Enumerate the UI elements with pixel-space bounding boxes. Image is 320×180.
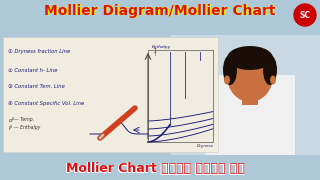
Text: Mollier Chart इतना आसान है: Mollier Chart इतना आसान है xyxy=(65,162,244,175)
Text: Mollier Diagram/Mollier Chart: Mollier Diagram/Mollier Chart xyxy=(44,3,275,17)
FancyBboxPatch shape xyxy=(242,85,258,105)
Text: Mollier Chart इतना आसान है: Mollier Chart इतना आसान है xyxy=(65,163,244,176)
FancyBboxPatch shape xyxy=(205,75,295,155)
Ellipse shape xyxy=(227,50,273,102)
Text: ① Dryness fraction Line: ① Dryness fraction Line xyxy=(8,50,70,55)
Text: Mollier Chart इतना आसान है: Mollier Chart इतना आसान है xyxy=(66,163,245,176)
Text: ↑: ↑ xyxy=(153,48,157,53)
Text: Mollier Diagram/Mollier Chart: Mollier Diagram/Mollier Chart xyxy=(44,4,275,19)
Text: Enthalpy: Enthalpy xyxy=(152,45,171,49)
Text: $\alpha^{\beta}$: $\alpha^{\beta}$ xyxy=(8,115,15,125)
Ellipse shape xyxy=(263,55,277,85)
Text: Mollier Chart इतना आसान है: Mollier Chart इतना आसान है xyxy=(66,162,245,175)
Ellipse shape xyxy=(223,55,237,85)
Text: Mollier Chart इतना आसान है: Mollier Chart इतना आसान है xyxy=(66,163,244,175)
Text: $I^{\beta}$: $I^{\beta}$ xyxy=(8,123,14,133)
Text: — Temp.: — Temp. xyxy=(14,118,34,123)
Ellipse shape xyxy=(227,46,273,70)
Text: ③ Constant Tem. Line: ③ Constant Tem. Line xyxy=(8,84,65,89)
FancyBboxPatch shape xyxy=(170,35,320,155)
Text: Mollier Diagram/Mollier Chart: Mollier Diagram/Mollier Chart xyxy=(44,4,276,18)
FancyBboxPatch shape xyxy=(3,37,218,152)
Text: Mollier Diagram/Mollier Chart: Mollier Diagram/Mollier Chart xyxy=(45,3,276,17)
Text: SC: SC xyxy=(300,10,310,19)
Circle shape xyxy=(294,4,316,26)
Ellipse shape xyxy=(270,75,276,84)
Text: ② Constant h- Line: ② Constant h- Line xyxy=(8,68,58,73)
Text: Dryness: Dryness xyxy=(196,144,213,148)
Text: ↑: ↑ xyxy=(153,53,157,57)
Text: ④ Constant Specific Vol. Line: ④ Constant Specific Vol. Line xyxy=(8,102,84,107)
Text: — Enthalpy: — Enthalpy xyxy=(14,125,40,130)
Text: Mollier Diagram/Mollier Chart: Mollier Diagram/Mollier Chart xyxy=(45,4,276,19)
Ellipse shape xyxy=(224,75,230,84)
